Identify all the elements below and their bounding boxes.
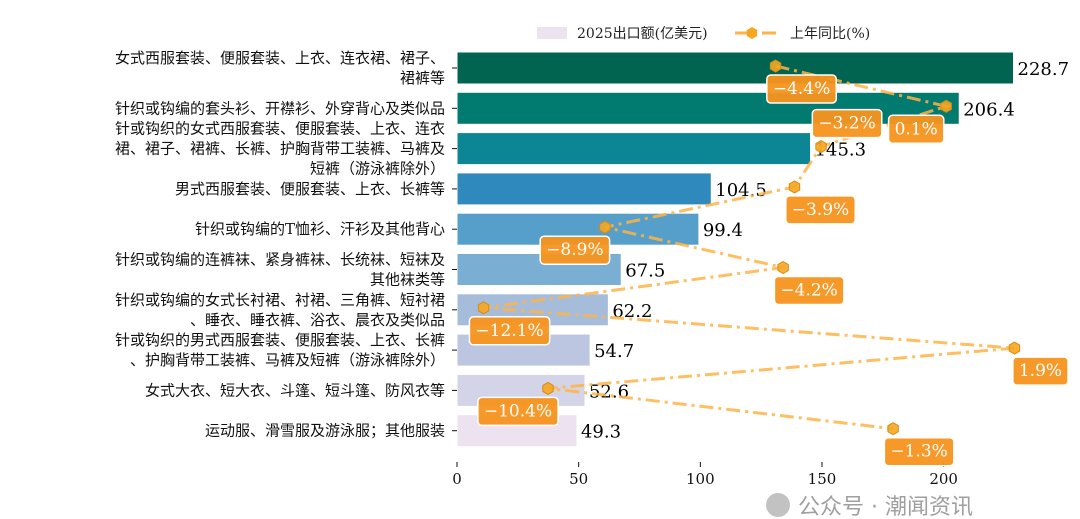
wechat-logo-icon	[766, 493, 790, 517]
category-label-0-0: 女式西服套装、便服套装、上衣、连衣裙、裙子、	[115, 49, 445, 67]
legend-label-line: 上年同比(%)	[790, 26, 870, 42]
bar-0	[456, 51, 1015, 85]
yoy-label-box-8	[477, 396, 559, 427]
yoy-label-box-1	[887, 114, 945, 145]
yoy-marker-4	[599, 220, 611, 234]
yoy-label-1: 0.1%	[895, 119, 938, 139]
yoy-label-8: −10.4%	[484, 401, 552, 421]
yoy-marker-8	[542, 381, 554, 395]
category-label-6-1: 、睡衣、睡衣裤、浴衣、晨衣及类似品	[190, 311, 445, 329]
category-label-5-1: 其他袜类等	[370, 271, 445, 289]
legend-hexagon-icon	[746, 27, 758, 39]
category-label-8-0: 女式大衣、短大衣、斗篷、短斗篷、防风衣等	[145, 381, 445, 399]
yoy-line	[483, 64, 1015, 431]
yoy-marker-6	[477, 301, 490, 315]
yoy-marker-9	[887, 422, 899, 436]
x-tick-label-2: 100	[686, 470, 715, 488]
bar-value-label-5: 67.5	[625, 261, 665, 282]
bar-value-label-0: 228.7	[1018, 59, 1070, 80]
category-label-2-2: 短裤（游泳裤除外）	[310, 160, 445, 178]
yoy-label-box-3	[785, 195, 856, 225]
yoy-marker-3	[788, 180, 801, 194]
x-tick-label-1: 50	[569, 470, 588, 488]
yoy-label-box-6	[468, 316, 551, 346]
yoy-label-6: −12.1%	[475, 321, 543, 341]
category-label-1-0: 针织或钩编的套头衫、开襟衫、外穿背心及类似品	[115, 99, 445, 117]
bar-1	[456, 91, 960, 125]
category-label-4-0: 针织或钩编的T恤衫、汗衫及其他背心	[195, 220, 445, 238]
category-label-9-0: 运动服、滑雪服及游泳服；其他服装	[205, 422, 445, 440]
category-label-5-0: 针织或钩编的连裤袜、紧身裤袜、长统袜、短袜及	[115, 251, 445, 269]
yoy-label-4: −8.9%	[546, 240, 603, 260]
yoy-marker-5	[777, 260, 789, 275]
yoy-label-5: −4.2%	[780, 281, 837, 301]
yoy-label-3: −3.9%	[792, 200, 849, 220]
bar-value-label-6: 62.2	[612, 301, 652, 322]
yoy-label-box-2	[811, 108, 883, 139]
category-label-2-0: 针或钩织的女式西服套装、便服套装、上衣、连衣	[115, 120, 445, 138]
yoy-label-box-7	[1012, 356, 1069, 386]
yoy-label-box-4	[539, 235, 611, 265]
category-label-3-0: 男式西服套装、便服套装、上衣、长裤等	[175, 180, 445, 198]
legend-bar-swatch	[537, 27, 567, 39]
yoy-marker-2	[815, 140, 827, 154]
bar-value-label-9: 49.3	[581, 422, 621, 443]
bar-value-label-7: 54.7	[594, 341, 634, 362]
yoy-label-9: −1.3%	[890, 442, 947, 462]
x-tick-label-0: 0	[452, 470, 462, 488]
bar-value-label-4: 99.4	[703, 220, 743, 241]
x-tick-label-4: 200	[929, 470, 958, 488]
yoy-marker-1	[940, 99, 952, 113]
legend-label-bars: 2025出口额(亿美元)	[577, 26, 708, 42]
category-label-0-1: 裙裤等	[400, 69, 445, 87]
category-label-2-1: 裙、裙子、裙裤、长裤、护胸背带工装裤、马裤及	[115, 140, 445, 158]
watermark: 公众号 · 潮闻资讯	[798, 495, 973, 519]
bar-value-label-3: 104.5	[715, 180, 767, 201]
category-label-6-0: 针织或钩编的女式长衬裙、衬裙、三角裤、短衬裙	[115, 291, 445, 309]
yoy-marker-7	[1008, 341, 1021, 355]
category-label-7-1: 、护胸背带工装裤、马裤及短裤（游泳裤除外）	[130, 351, 445, 369]
yoy-label-7: 1.9%	[1019, 361, 1062, 381]
bar-3	[456, 172, 712, 206]
x-tick-label-3: 150	[808, 470, 837, 488]
bar-2	[456, 132, 812, 166]
category-label-7-0: 针或钩织的男式西服套装、便服套装、上衣、长裤	[115, 331, 445, 349]
yoy-marker-0	[769, 59, 782, 73]
yoy-label-box-0	[766, 74, 838, 104]
yoy-label-box-5	[773, 275, 845, 306]
bar-value-label-1: 206.4	[963, 99, 1015, 120]
yoy-label-box-9	[883, 436, 955, 467]
yoy-label-2: −3.2%	[818, 114, 875, 134]
yoy-label-0: −4.4%	[773, 79, 830, 99]
